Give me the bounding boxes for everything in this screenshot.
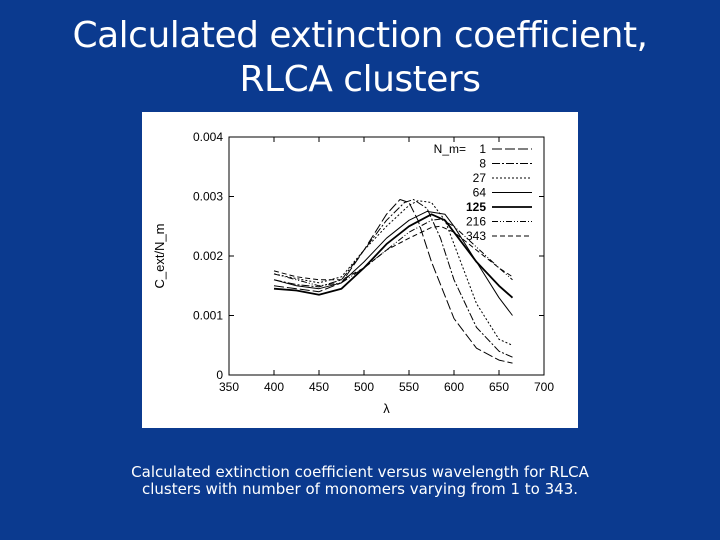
- legend-title: N_m=: [434, 142, 466, 156]
- y-tick-label: 0.002: [193, 249, 223, 263]
- y-tick-label: 0.003: [193, 190, 223, 204]
- legend-label-343: 343: [466, 229, 486, 243]
- series-line-216: [273, 218, 513, 287]
- legend-label-125: 125: [466, 200, 486, 214]
- legend-label-216: 216: [466, 215, 486, 229]
- y-tick-label: 0.001: [193, 309, 223, 323]
- legend-label-1: 1: [479, 142, 486, 156]
- x-tick-label: 350: [219, 380, 239, 394]
- x-tick-label: 650: [489, 380, 509, 394]
- legend-label-64: 64: [473, 186, 487, 200]
- y-axis-label: C_ext/N_m: [152, 223, 167, 288]
- slide-title: Calculated extinction coefficient, RLCA …: [0, 14, 720, 102]
- y-tick-label: 0.004: [193, 130, 223, 144]
- legend-label-8: 8: [479, 157, 486, 171]
- chart-figure: 350 400 450 500 550 600 650 700 0 0.001 0.002 0.003…: [142, 112, 578, 428]
- x-tick-label: 500: [354, 380, 374, 394]
- legend-label-27: 27: [473, 171, 487, 185]
- series-line-27: [273, 200, 513, 346]
- x-tick-label: 600: [444, 380, 464, 394]
- figure-caption: Calculated extinction coefficient versus…: [60, 464, 660, 498]
- x-axis-label: λ: [383, 401, 390, 416]
- slide-title-line1: Calculated extinction coefficient,: [72, 15, 648, 56]
- caption-line2: clusters with number of monomers varying…: [141, 480, 579, 498]
- plot-frame: [228, 136, 545, 376]
- x-tick-label: 700: [534, 380, 554, 394]
- series-line-343: [273, 225, 513, 281]
- caption-line1: Calculated extinction coefficient versus…: [131, 463, 589, 481]
- x-tick-label: 450: [309, 380, 329, 394]
- series-line-125: [273, 213, 514, 299]
- x-tick-label: 550: [399, 380, 419, 394]
- series-line-1: [273, 199, 513, 364]
- slide-title-line2: RLCA clusters: [239, 59, 481, 100]
- x-tick-label: 400: [264, 380, 284, 394]
- y-tick-label: 0: [216, 368, 223, 382]
- extinction-chart: 350 400 450 500 550 600 650 700 0 0.001 0.002 0.003…: [152, 130, 554, 416]
